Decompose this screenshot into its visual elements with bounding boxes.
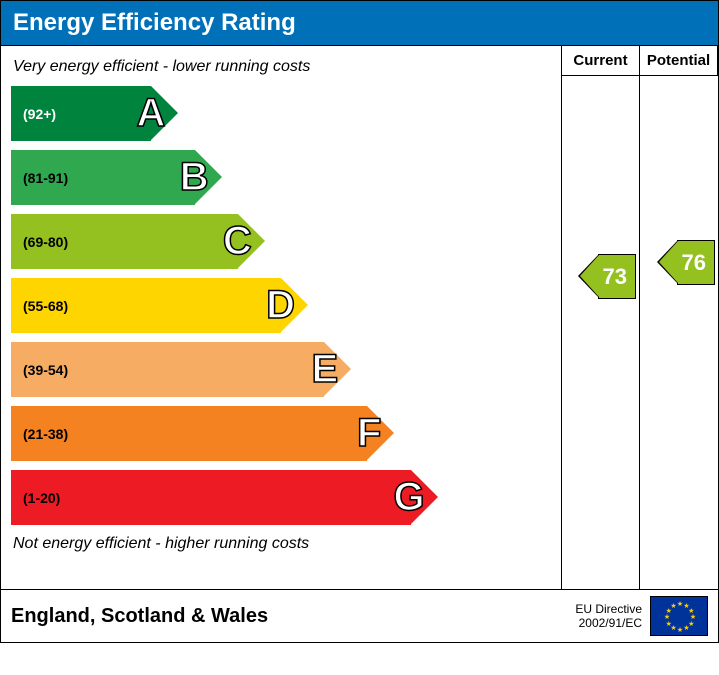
eu-flag-icon: ★★★★★★★★★★★★ [650,596,708,636]
footer-region: England, Scotland & Wales [11,605,575,628]
band-bar: (39-54)E [11,342,324,397]
bands-cell: Very energy efficient - lower running co… [1,46,562,590]
band-E: (39-54) E [11,342,551,397]
band-range: (81-91) [11,170,68,186]
band-range: (69-80) [11,234,68,250]
band-letter: G [393,475,424,520]
band-range: (21-38) [11,426,68,442]
band-letter: E [312,347,339,392]
band-D: (55-68) D [11,278,551,333]
band-letter: D [266,283,295,328]
band-G: (1-20) G [11,470,551,525]
hint-bottom: Not energy efficient - higher running co… [11,525,551,557]
hint-top: Very energy efficient - lower running co… [11,54,551,86]
bands-list: (92+) A (81-91) B (69-80) C (55-68) D (39-54) E (2… [11,86,551,525]
epc-chart: Energy Efficiency Rating Very energy eff… [0,0,719,643]
band-letter: C [223,219,252,264]
col-current: 73 [562,76,640,590]
band-bar: (92+)A [11,86,151,141]
eu-star-icon: ★ [683,624,689,632]
band-bar: (1-20)G [11,470,411,525]
band-B: (81-91) B [11,150,551,205]
footer: England, Scotland & Wales EU Directive 2… [1,590,718,642]
band-range: (55-68) [11,298,68,314]
band-bar: (69-80)C [11,214,238,269]
eu-star-icon: ★ [677,600,683,608]
pointer-current: 73 [598,254,636,299]
band-F: (21-38) F [11,406,551,461]
band-letter: B [180,155,209,200]
eu-star-icon: ★ [677,626,683,634]
band-range: (92+) [11,106,56,122]
directive-line1: EU Directive [575,602,642,616]
col-header-current: Current [562,46,640,76]
band-bar: (21-38)F [11,406,367,461]
band-A: (92+) A [11,86,551,141]
band-range: (39-54) [11,362,68,378]
pointer-potential: 76 [677,240,715,285]
band-bar: (81-91)B [11,150,195,205]
band-letter: F [357,411,381,456]
col-header-potential: Potential [640,46,718,76]
band-bar: (55-68)D [11,278,281,333]
band-C: (69-80) C [11,214,551,269]
directive-line2: 2002/91/EC [575,616,642,630]
footer-directive: EU Directive 2002/91/EC [575,602,642,631]
band-range: (1-20) [11,490,60,506]
band-letter: A [137,91,166,136]
col-potential: 76 [640,76,718,590]
eu-star-icon: ★ [670,602,676,610]
title: Energy Efficiency Rating [1,1,718,45]
main-grid: Very energy efficient - lower running co… [1,45,718,590]
